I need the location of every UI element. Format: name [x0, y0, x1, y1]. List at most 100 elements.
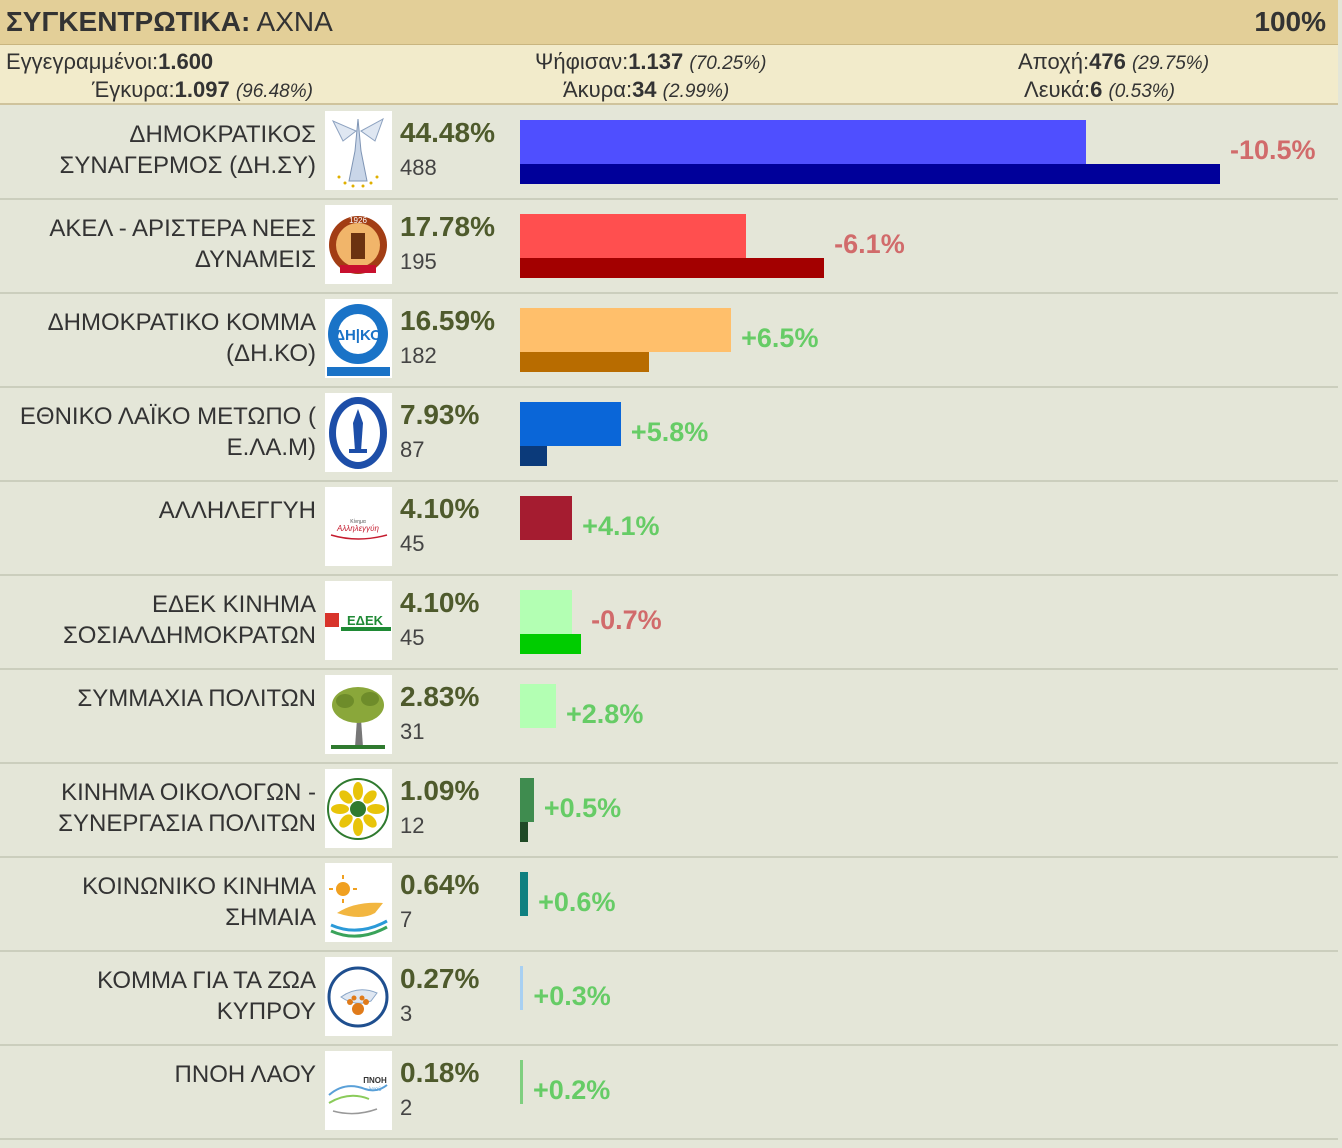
svg-text:ΔΗ|ΚΟ: ΔΗ|ΚΟ — [334, 327, 382, 344]
previous-result-bar — [520, 258, 825, 278]
akel-logo: 1926 — [325, 205, 392, 284]
results-header: ΣΥΓΚΕΝΤΡΩΤΙΚΑ: ΑΧΝΑ 100% — [0, 0, 1338, 45]
vote-percentage: 4.10% — [400, 493, 480, 524]
vote-percentage: 0.18% — [400, 1057, 480, 1088]
party-row: ΣΥΜΜΑΧΙΑ ΠΟΛΙΤΩΝ 2.83% 31 +2.8% — [0, 669, 1338, 764]
change-label: -0.7% — [591, 605, 662, 635]
vote-percentage: 2.83% — [400, 681, 480, 712]
svg-text:ΕΔΕΚ: ΕΔΕΚ — [347, 613, 384, 628]
current-result-bar — [520, 778, 534, 822]
change-label: +4.1% — [582, 511, 660, 541]
current-result-bar — [520, 684, 557, 728]
vote-count: 2 — [400, 1095, 413, 1120]
party-name: ΚΟΜΜΑ ΓΙΑ ΤΑ ΖΩΑ ΚΥΠΡΟΥ — [97, 967, 316, 1025]
change-label: -6.1% — [834, 229, 905, 259]
vote-count: 488 — [400, 155, 437, 180]
svg-text:1926: 1926 — [349, 216, 367, 225]
party-row: ΚΟΙΝΩΝΙΚΟ ΚΙΝΗΜΑ ΣΗΜΑΙΑ 0.64% 7 +0.6% — [0, 857, 1338, 952]
svg-text:Κίνημα: Κίνημα — [350, 519, 366, 525]
party-row: ΠΝΟΗ ΛΑΟΥ ΠΝΟΗ λαού 0.18% 2 +0.2% — [0, 1045, 1338, 1140]
party-row: ΕΘΝΙΚΟ ΛΑΪΚΟ ΜΕΤΩΠΟ ( Ε.ΛΑ.Μ) 7.93% 87 +5.8… — [0, 387, 1338, 482]
party-name: ΚΟΙΝΩΝΙΚΟ ΚΙΝΗΜΑ ΣΗΜΑΙΑ — [82, 873, 316, 931]
party-name: ΕΔΕΚ ΚΙΝΗΜΑ ΣΟΣΙΑΛΔΗΜΟΚΡΑΤΩΝ — [62, 591, 316, 649]
current-result-bar — [520, 308, 732, 352]
change-label: +0.5% — [543, 793, 622, 823]
party-name: ΣΥΜΜΑΧΙΑ ΠΟΛΙΤΩΝ — [77, 685, 316, 712]
party-name: ΕΘΝΙΚΟ ΛΑΪΚΟ ΜΕΤΩΠΟ ( Ε.ΛΑ.Μ) — [19, 403, 316, 461]
party-row: ΚΟΜΜΑ ΓΙΑ ΤΑ ΖΩΑ ΚΥΠΡΟΥ 0.27% 3 +0.3% — [0, 951, 1338, 1046]
change-label: -10.5% — [1230, 135, 1316, 165]
change-label: +0.6% — [538, 887, 616, 917]
edek-logo: ΕΔΕΚ — [325, 581, 392, 660]
current-result-bar — [520, 590, 573, 634]
olive-tree-logo — [325, 675, 392, 754]
change-label: +5.8% — [630, 417, 709, 447]
party-name: ΚΙΝΗΜΑ ΟΙΚΟΛΟΓΩΝ - ΣΥΝΕΡΓΑΣΙΑ ΠΟΛΙΤΩΝ — [58, 779, 316, 837]
sun-island-logo — [325, 863, 392, 942]
paw-logo — [325, 957, 392, 1036]
header-title: ΣΥΓΚΕΝΤΡΩΤΙΚΑ: ΑΧΝΑ — [6, 6, 333, 37]
elam-shield-logo — [325, 393, 392, 472]
vote-percentage: 7.93% — [400, 399, 480, 430]
svg-text:Αλληλεγγύη: Αλληλεγγύη — [336, 524, 380, 533]
previous-result-bar — [520, 822, 528, 842]
registered-stat: Εγγεγραμμένοι:1.600 — [6, 49, 214, 74]
abstain-stat: Αποχή:476 (29.75%) — [1018, 49, 1210, 74]
current-result-bar — [520, 966, 524, 1010]
party-row: ΔΗΜΟΚΡΑΤΙΚΟΣ ΣΥΝΑΓΕΡΜΟΣ (ΔΗ.ΣΥ) 44.48% 488… — [0, 105, 1338, 200]
vote-count: 87 — [400, 437, 425, 462]
previous-result-bar — [520, 164, 1220, 184]
svg-text:λαού: λαού — [369, 1087, 382, 1093]
vote-count: 7 — [400, 907, 413, 932]
current-result-bar — [520, 872, 529, 916]
party-name: ΔΗΜΟΚΡΑΤΙΚΟΣ ΣΥΝΑΓΕΡΜΟΣ (ΔΗ.ΣΥ) — [59, 121, 316, 179]
party-name: ΑΚΕΛ - ΑΡΙΣΤΕΡΑ ΝΕΕΣ ΔΥΝΑΜΕΙΣ — [49, 215, 316, 273]
current-result-bar — [520, 402, 621, 446]
change-label: +0.3% — [533, 981, 611, 1011]
change-label: +2.8% — [566, 699, 644, 729]
vote-count: 195 — [400, 249, 437, 274]
change-label: +6.5% — [741, 323, 819, 353]
invalid-stat: Άκυρα:34 (2.99%) — [563, 77, 730, 102]
blank-stat: Λευκά:6 (0.53%) — [1024, 77, 1176, 102]
vote-percentage: 0.27% — [400, 963, 480, 994]
vote-percentage: 1.09% — [400, 775, 480, 806]
svg-text:ΠΝΟΗ: ΠΝΟΗ — [363, 1076, 387, 1085]
current-result-bar — [520, 120, 1087, 164]
allileggyi-logo: Κίνημα Αλληλεγγύη — [325, 487, 392, 566]
angel-logo — [325, 111, 392, 190]
current-result-bar — [520, 496, 573, 540]
vote-count: 45 — [400, 531, 425, 556]
sunflower-logo — [325, 769, 392, 848]
current-result-bar — [520, 214, 747, 258]
current-result-bar — [520, 1060, 523, 1104]
vote-count: 182 — [400, 343, 437, 368]
counted-percentage: 100% — [1254, 6, 1326, 37]
vote-count: 31 — [400, 719, 425, 744]
summary-stats: Εγγεγραμμένοι:1.600 Ψήφισαν:1.137 (70.25… — [0, 45, 1338, 105]
previous-result-bar — [520, 446, 547, 466]
party-name: ΠΝΟΗ ΛΑΟΥ — [174, 1061, 316, 1088]
vote-percentage: 44.48% — [400, 117, 495, 148]
valid-stat: Έγκυρα:1.097 (96.48%) — [92, 77, 313, 102]
party-row: ΑΚΕΛ - ΑΡΙΣΤΕΡΑ ΝΕΕΣ ΔΥΝΑΜΕΙΣ 1926 17.78% 1… — [0, 199, 1338, 294]
change-label: +0.2% — [533, 1075, 611, 1105]
party-row: ΔΗΜΟΚΡΑΤΙΚΟ ΚΟΜΜΑ (ΔΗ.ΚΟ) ΔΗ|ΚΟ 16.59% 182 +… — [0, 293, 1338, 388]
party-row: ΚΙΝΗΜΑ ΟΙΚΟΛΟΓΩΝ - ΣΥΝΕΡΓΑΣΙΑ ΠΟΛΙΤΩΝ 1.0… — [0, 763, 1338, 858]
vote-percentage: 17.78% — [400, 211, 495, 242]
vote-count: 3 — [400, 1001, 413, 1026]
previous-result-bar — [520, 634, 582, 654]
party-name: ΔΗΜΟΚΡΑΤΙΚΟ ΚΟΜΜΑ (ΔΗ.ΚΟ) — [47, 309, 316, 367]
vote-percentage: 0.64% — [400, 869, 480, 900]
vote-percentage: 16.59% — [400, 305, 495, 336]
vote-count: 45 — [400, 625, 425, 650]
diko-logo: ΔΗ|ΚΟ — [325, 299, 392, 378]
party-name: ΑΛΛΗΛΕΓΓΥΗ — [158, 497, 316, 524]
previous-result-bar — [520, 352, 649, 372]
pnoi-logo: ΠΝΟΗ λαού — [325, 1051, 392, 1130]
vote-percentage: 4.10% — [400, 587, 480, 618]
party-row: ΑΛΛΗΛΕΓΓΥΗ Κίνημα Αλληλεγγύη 4.10% 45 +4.1% — [0, 481, 1338, 576]
vote-count: 12 — [400, 813, 425, 838]
voted-stat: Ψήφισαν:1.137 (70.25%) — [535, 49, 767, 74]
party-row: ΕΔΕΚ ΚΙΝΗΜΑ ΣΟΣΙΑΛΔΗΜΟΚΡΑΤΩΝ ΕΔΕΚ 4.10% 45 -… — [0, 575, 1338, 670]
